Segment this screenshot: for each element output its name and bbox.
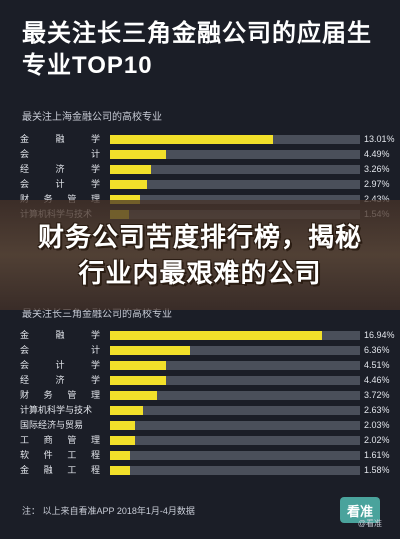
value-label: 4.51% [364,360,390,370]
bar [110,466,130,475]
value-label: 16.94% [364,330,395,340]
bar-track [110,195,360,204]
bar [110,361,167,370]
bar-row: 金融工程 1.58% [20,463,390,478]
bar [110,436,136,445]
headline-banner: 财务公司苦度排行榜，揭秘行业内最艰难的公司 [0,200,400,310]
brand-handle: @看准 [357,519,382,528]
bar [110,451,131,460]
bar-track [110,451,360,460]
value-label: 2.03% [364,420,390,430]
bar [110,165,151,174]
bar-track [110,135,360,144]
bar [110,195,141,204]
value-label: 2.02% [364,435,390,445]
bar-row: 计算机科学与技术 2.63% [20,403,390,418]
category-label: 会计学 [20,360,100,370]
bar-row: 财务管理 2.43% [20,192,390,207]
bar-row: 国际经济与贸易 2.03% [20,418,390,433]
source-note: 注： 以上来自看准APP 2018年1月-4月数据 [22,506,195,516]
bar [110,331,322,340]
value-label: 1.58% [364,465,390,475]
value-label: 1.61% [364,450,390,460]
chart-1-title: 最关注上海金融公司的高校专业 [22,112,162,123]
logo-icon: 看准 [340,497,380,523]
bar [110,180,148,189]
bar [110,376,166,385]
category-label: 工商管理 [20,435,100,445]
category-label: 金融学 [20,330,100,340]
bar-track [110,391,360,400]
value-label: 2.97% [364,179,390,189]
bar-row: 软件工程 1.61% [20,448,390,463]
category-label: 会计学 [20,179,100,189]
value-label: 13.01% [364,134,395,144]
bar-row: 金融学 13.01% [20,132,395,147]
bar-row: 经济学 3.26% [20,162,390,177]
category-label: 软件工程 [20,450,100,460]
bar-row: 会计 4.49% [20,147,390,162]
bar-track [110,466,360,475]
value-label: 2.63% [364,405,390,415]
banner-text: 财务公司苦度排行榜，揭秘行业内最艰难的公司 [37,222,362,288]
bar [110,150,167,159]
bar-track [110,376,360,385]
category-label: 财务管理 [20,390,100,400]
bar-track [110,436,360,445]
chart-2: 金融学 16.94% 会计 6.36% 会计学 4.51% 经济学 4.46% 财务管理 3.72… [20,328,395,478]
value-label: 3.26% [364,164,390,174]
value-label: 4.46% [364,375,390,385]
bar-track [110,331,360,340]
bar-row: 财务管理 3.72% [20,388,390,403]
value-label: 2.43% [364,194,390,204]
category-label: 计算机科学与技术 [20,405,93,415]
category-label: 会计 [20,345,100,355]
bar-track [110,180,360,189]
value-label: 6.36% [364,345,390,355]
bar-row: 会计 6.36% [20,343,390,358]
value-label: 4.49% [364,149,390,159]
bar-track [110,361,360,370]
category-label: 会计 [20,149,100,159]
bar-track [110,406,360,415]
value-label: 3.72% [364,390,390,400]
bar-row: 经济学 4.46% [20,373,390,388]
bar-row: 工商管理 2.02% [20,433,390,448]
bar [110,406,143,415]
bar-track [110,150,360,159]
bar-row: 会计学 2.97% [20,177,390,192]
page-header: 最关注长三角金融公司的应届生专业TOP10 [22,18,382,82]
brand-logo: 看准 [340,497,380,523]
bar [110,421,136,430]
bar-track [110,165,360,174]
bar-track [110,346,360,355]
bar-row: 金融学 16.94% [20,328,395,343]
category-label: 经济学 [20,164,100,174]
category-label: 财务管理 [20,194,100,204]
bar [110,391,157,400]
category-label: 金融学 [20,134,100,144]
bar [110,346,190,355]
bar-row: 会计学 4.51% [20,358,390,373]
category-label: 国际经济与贸易 [20,420,84,430]
bar [110,135,273,144]
category-label: 经济学 [20,375,100,385]
chart-2-title: 最关注长三角金融公司的高校专业 [22,309,172,320]
category-label: 金融工程 [20,465,100,475]
bar-track [110,421,360,430]
page-title: 最关注长三角金融公司的应届生专业TOP10 [22,20,372,79]
